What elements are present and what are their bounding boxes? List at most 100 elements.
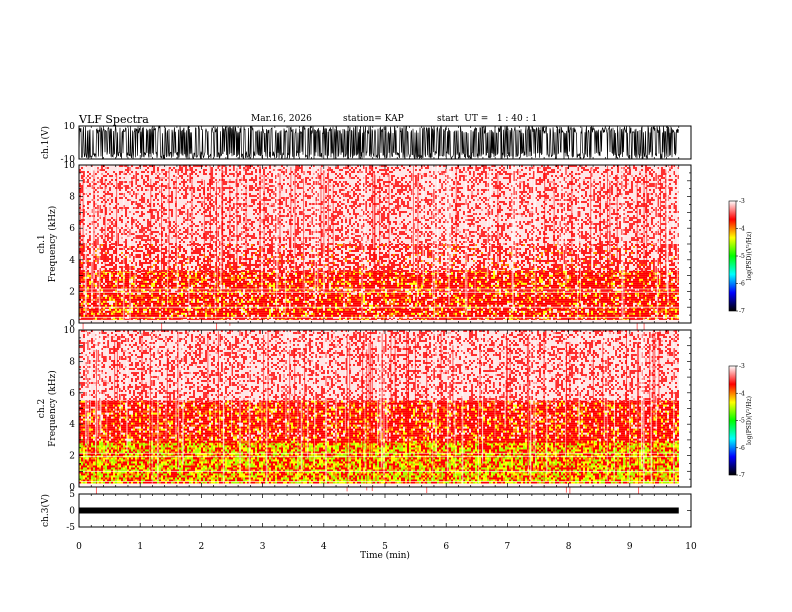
ch1-spectrogram-cell <box>663 271 665 273</box>
ch1-spectrogram-cell <box>255 273 257 275</box>
ch1-spectrogram-cell <box>321 275 323 277</box>
ch1-spectrogram-cell <box>183 279 185 281</box>
ch1-spectrogram-cell <box>307 273 309 275</box>
ch1-spectrogram-cell <box>301 279 303 281</box>
ch1-spectrogram-cell <box>367 279 369 281</box>
ch1-spectrogram-cell <box>211 273 213 275</box>
ch1-spectrogram-cell <box>515 271 517 273</box>
ch1-spectrogram-cell <box>255 281 257 283</box>
ch1-spectrogram-cell <box>299 279 301 281</box>
ch1-spectrogram-cell <box>193 275 195 277</box>
ch1-spectrogram-cell <box>205 281 207 283</box>
ch1-spectrogram-cell <box>103 273 105 275</box>
ch1-spectrogram-cell <box>191 275 193 277</box>
ch1-spectrogram-cell <box>335 277 337 279</box>
ch1-spectrogram-cell <box>179 273 181 275</box>
ch1-spectrogram-cell <box>541 277 543 279</box>
ch1-spectrogram-cell <box>371 277 373 279</box>
ch1-spectrogram-cell <box>501 271 503 273</box>
ch1-spectrogram-cell <box>561 277 563 279</box>
ch1-spectrogram-cell <box>225 281 227 283</box>
ch1-spectrogram-cell <box>549 277 551 279</box>
ch1-spectrogram-cell <box>629 279 631 281</box>
ch1-spectrogram-cell <box>485 277 487 279</box>
ch1-spectrogram-cell <box>425 277 427 279</box>
ch1-spectrogram-cell <box>451 273 453 275</box>
ch1-spectrogram-cell <box>253 281 255 283</box>
ch1-spectrogram-cell <box>89 279 91 281</box>
ch1-spectrogram-cell <box>541 273 543 275</box>
ch1-spectrogram-cell <box>249 275 251 277</box>
ch1-spectrogram-cell <box>451 279 453 281</box>
ch1-spectrogram-cell <box>271 275 273 277</box>
ch1-spectrogram-cell <box>143 277 145 279</box>
ch1-spectrogram-cell <box>647 279 649 281</box>
ch1-spectrogram-cell <box>321 281 323 283</box>
ch1-spectrogram-cell <box>403 275 405 277</box>
ch1-spectrogram-cell <box>141 279 143 281</box>
ch1-spectrogram-cell <box>631 277 633 279</box>
ch1-spectrogram-cell <box>563 279 565 281</box>
ch1-spectrogram-cell <box>301 281 303 283</box>
ch1-spectrogram-cell <box>613 273 615 275</box>
ch1-spectrogram-cell <box>429 275 431 277</box>
ch1-spectrogram-cell <box>675 279 677 281</box>
ch1-spectrogram-cell <box>647 271 649 273</box>
ch1-spectrogram-cell <box>103 275 105 277</box>
ch1-spectrogram-cell <box>365 275 367 277</box>
ch1-spectrogram-cell <box>397 275 399 277</box>
ch1-spectrogram-cell <box>249 277 251 279</box>
ch1-spectrogram-cell <box>89 273 91 275</box>
ch1-spectrogram-cell <box>515 279 517 281</box>
ch1-spectrogram-cell <box>557 273 559 275</box>
ch1-spectrogram-cell <box>347 277 349 279</box>
ch1-spectrogram-cell <box>305 273 307 275</box>
ch1-spectrogram-cell <box>573 279 575 281</box>
ch1-spectrogram-cell <box>499 271 501 273</box>
ch1-spectrogram-cell <box>359 273 361 275</box>
ch1-spectrogram-cell <box>461 277 463 279</box>
ch1-spectrogram-cell <box>367 273 369 275</box>
ch1-spectrogram-cell <box>515 277 517 279</box>
ch1-spectrogram-cell <box>479 275 481 277</box>
ch1-spectrogram-cell <box>669 279 671 281</box>
ch1-spectrogram-cell <box>341 277 343 279</box>
ch1-spectrogram-cell <box>101 279 103 281</box>
ch1-spectrogram-cell <box>493 273 495 275</box>
ch1-spectrogram-cell <box>197 277 199 279</box>
ch1-spectrogram-cell <box>615 279 617 281</box>
ch1-spectrogram-cell <box>391 273 393 275</box>
ch1-spectrogram-cell <box>293 275 295 277</box>
ch1-spectrogram-cell <box>211 275 213 277</box>
ch1-spectrogram-cell <box>573 275 575 277</box>
ch1-spectrogram-cell <box>413 279 415 281</box>
ch1-spectrogram-cell <box>647 273 649 275</box>
ch1-spectrogram-cell <box>545 271 547 273</box>
ch1-spectrogram-cell <box>429 273 431 275</box>
ch1-spectrogram-cell <box>243 281 245 283</box>
ch1-spectrogram-cell <box>573 273 575 275</box>
ch1-spectrogram-cell <box>147 275 149 277</box>
ch1-spectrogram-cell <box>405 275 407 277</box>
ch1-spectrogram-cell <box>653 279 655 281</box>
ch1-spectrogram-cell <box>271 277 273 279</box>
ch1-spectrogram-cell <box>255 279 257 281</box>
ch1-spectrogram-cell <box>639 271 641 273</box>
ch1-spectrogram-cell <box>163 275 165 277</box>
ch1-spectrogram-cell <box>485 275 487 277</box>
ch1-spectrogram-cell <box>435 277 437 279</box>
ch1-spectrogram-cell <box>121 279 123 281</box>
ch1-spectrogram-cell <box>287 279 289 281</box>
ch1-spectrogram-cell <box>381 277 383 279</box>
ch1-spectrogram-cell <box>675 275 677 277</box>
ch1-spectrogram-cell <box>569 273 571 275</box>
ch1-spectrogram-cell <box>381 275 383 277</box>
ch1-spectrogram-cell <box>427 277 429 279</box>
ch1-spectrogram-cell <box>335 275 337 277</box>
ch1-spectrogram-cell <box>501 279 503 281</box>
ch1-spectrogram-cell <box>653 273 655 275</box>
ch1-spectrogram-cell <box>603 273 605 275</box>
ch1-spectrogram-cell <box>191 281 193 283</box>
ch1-spectrogram-cell <box>137 275 139 277</box>
ch1-spectrogram-cell <box>671 277 673 279</box>
